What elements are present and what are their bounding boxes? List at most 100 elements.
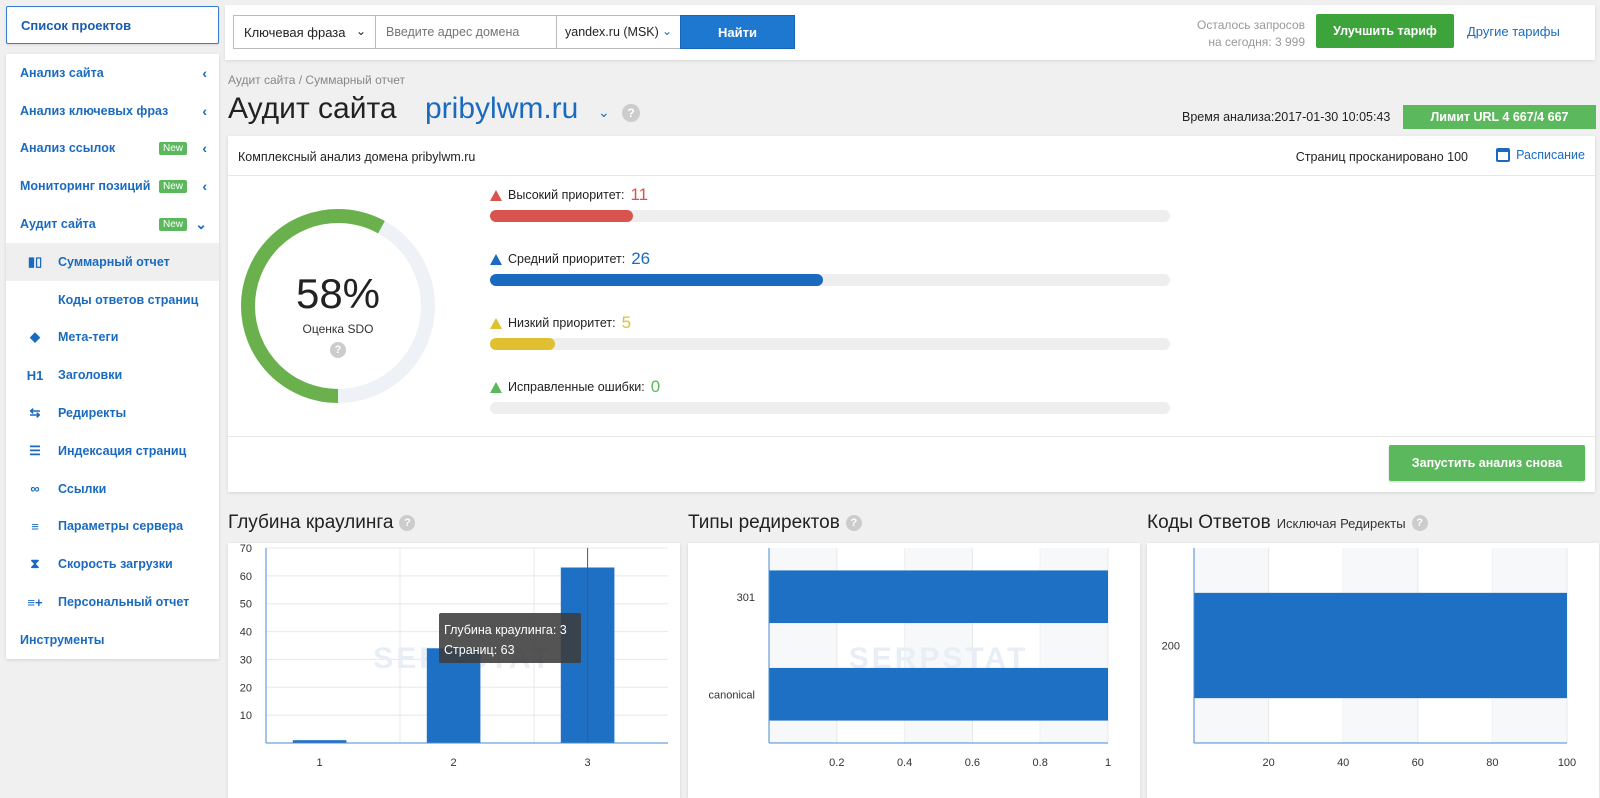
gauge-fill [241, 209, 435, 403]
projects-list-button[interactable]: Список проектов [6, 6, 219, 44]
chart-title-text: Коды Ответов [1147, 512, 1271, 533]
chevron-left-icon: ‹ [202, 140, 207, 157]
x-tick-label: 3 [585, 757, 591, 769]
sidebar-item-section[interactable]: Анализ ссылок New ‹ [6, 130, 219, 168]
help-icon[interactable]: ? [1411, 515, 1428, 531]
chevron-down-icon: ⌄ [355, 24, 366, 38]
new-badge: New [158, 217, 187, 231]
sidebar-item-section[interactable]: Анализ ключевых фраз ‹ [6, 92, 219, 130]
sidebar-item-label: Редиректы [58, 406, 127, 421]
score-gauge [241, 209, 435, 403]
priority-bar [490, 402, 1170, 414]
sidebar-subitem[interactable]: ▮▯ Суммарный отчет [6, 242, 219, 281]
y-tick-label: 50 [240, 599, 252, 611]
x-tick-label: 0.2 [829, 757, 844, 769]
response-codes-svg: 20406080100SERPSTAT200 [1162, 548, 1576, 769]
x-tick-label: 20 [1262, 757, 1274, 769]
sidebar-item-tools[interactable]: Инструменты [6, 621, 219, 659]
help-icon[interactable]: ? [845, 515, 862, 531]
sidebar-subitem[interactable]: Коды ответов страниц [6, 281, 219, 319]
priority-count: 11 [630, 185, 649, 204]
sidebar-item-label: Заголовки [58, 368, 123, 383]
schedule-link[interactable]: Расписание [1496, 148, 1585, 162]
heading-icon: H1 [26, 367, 44, 383]
x-tick-label: 100 [1558, 757, 1576, 769]
response-codes-chart: 20406080100SERPSTAT200 [1147, 543, 1599, 798]
y-tick-label: 40 [240, 627, 252, 639]
sidebar-item-section[interactable]: Анализ сайта ‹ [6, 54, 219, 92]
tooltip-line-1: Глубина краулинга: 3 [444, 623, 567, 637]
sidebar-item-label: Аудит сайта [20, 217, 96, 232]
y-tick-label: 20 [240, 682, 252, 694]
chevron-left-icon: ‹ [202, 64, 207, 81]
list-icon: ☰ [29, 442, 41, 458]
bar[interactable] [769, 667, 1108, 721]
domain-search-input[interactable] [376, 15, 557, 49]
priority-text: Средний приоритет: [508, 252, 626, 266]
sidebar-subitem[interactable]: ⇆ Редиректы [6, 394, 219, 432]
rerun-analysis-button[interactable]: Запустить анализ снова [1389, 445, 1585, 481]
y-tick-label: 301 [737, 592, 755, 604]
sidebar-subitem[interactable]: ☰ Индексация страниц [6, 432, 219, 470]
y-tick-label: 10 [240, 710, 252, 722]
y-tick-label: canonical [709, 689, 755, 701]
other-tariffs-link[interactable]: Другие тарифы [1467, 24, 1560, 39]
bar[interactable] [426, 648, 481, 743]
help-icon[interactable]: ? [330, 342, 346, 358]
sidebar-subitem[interactable]: ≡ Параметры сервера [6, 508, 219, 546]
priority-bar [490, 210, 1170, 222]
search-type-select[interactable]: Ключевая фраза ⌄ [233, 15, 376, 49]
chart-tooltip: Глубина краулинга: 3 Страниц: 63 [439, 613, 581, 663]
upgrade-tariff-button[interactable]: Улучшить тариф [1316, 14, 1454, 48]
sidebar-item-section[interactable]: Аудит сайта New ⌄ [6, 205, 219, 243]
analysis-time: Время анализа:2017-01-30 10:05:43 [1182, 110, 1391, 124]
tooltip-line-2: Страниц: 63 [444, 643, 515, 657]
priority-text: Исправленные ошибки: [508, 380, 645, 394]
help-icon[interactable]: ? [399, 515, 416, 531]
sidebar-item-label: Анализ ключевых фраз [20, 103, 169, 118]
y-tick-label: 60 [240, 571, 252, 583]
sidebar-item-label: Мониторинг позиций [20, 179, 151, 194]
sidebar-subitem[interactable]: ⧗ Скорость загрузки [6, 545, 219, 583]
sidebar-subitem[interactable]: ≡+ Персональный отчет [6, 583, 219, 621]
find-button[interactable]: Найти [680, 15, 795, 49]
sidebar-item-label: Скорость загрузки [58, 557, 173, 572]
crawl-depth-svg: 10203040506070SERPSTAT123 [240, 543, 668, 769]
priority-text: Высокий приоритет: [508, 188, 625, 202]
sidebar-item-label: Коды ответов страниц [58, 292, 199, 307]
priority-label: Средний приоритет: 26 [490, 248, 1170, 270]
help-icon[interactable]: ? [622, 104, 640, 122]
sidebar-subitem[interactable]: ∞ Ссылки [6, 470, 219, 508]
priority-text: Низкий приоритет: [508, 316, 616, 330]
sidebar-item-section[interactable]: Мониторинг позиций New ‹ [6, 167, 219, 205]
region-select[interactable]: yandex.ru (MSK) ⌄ [557, 15, 681, 49]
priority-bar [490, 274, 1170, 286]
bar[interactable] [292, 740, 347, 743]
chart-subtitle: Исключая Редиректы [1276, 515, 1406, 531]
redirect-types-title: Типы редиректов? [688, 512, 862, 534]
priority-bar-fill [490, 274, 824, 286]
sidebar-subitem[interactable]: H1 Заголовки [6, 356, 219, 394]
sidebar-item-label: Анализ сайта [20, 65, 104, 80]
domain-selector[interactable]: pribylwm.ru [425, 92, 579, 125]
chevron-down-icon[interactable]: ⌄ [598, 104, 610, 120]
warning-icon [490, 189, 502, 201]
tag-icon: ◆ [30, 329, 40, 345]
remaining-line-2: на сегодня: 3 999 [1208, 35, 1305, 49]
crawl-depth-title: Глубина краулинга? [228, 512, 416, 534]
x-tick-label: 60 [1412, 757, 1424, 769]
response-codes-title: Коды Ответов Исключая Редиректы? [1147, 512, 1428, 534]
sidebar-subitem[interactable]: ◆ Мета-теги [6, 319, 219, 357]
warning-icon [490, 381, 502, 393]
priority-row: Низкий приоритет: 5 [490, 312, 1170, 350]
sidebar-item-label: Анализ ссылок [20, 141, 116, 156]
sidebar-item-label: Параметры сервера [58, 519, 184, 534]
bar[interactable] [1194, 592, 1567, 699]
server-icon: ≡ [31, 518, 39, 534]
region-value: yandex.ru (MSK) [565, 25, 659, 39]
priority-row: Исправленные ошибки: 0 [490, 376, 1170, 414]
chevron-down-icon: ⌄ [195, 215, 207, 232]
bar[interactable] [769, 570, 1108, 624]
x-tick-label: 1 [317, 757, 323, 769]
